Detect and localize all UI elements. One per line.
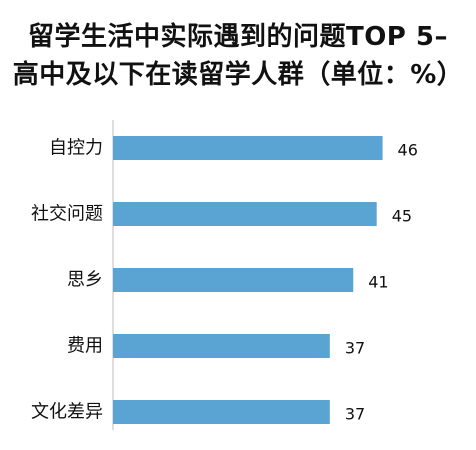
category-label-2: 社交问题 bbox=[31, 204, 103, 225]
chart-subtitle: 高中及以下在读留学人群（单位：%） bbox=[12, 60, 464, 90]
value-label-2: 45 bbox=[392, 207, 412, 226]
category-label-5: 文化差异 bbox=[31, 402, 103, 423]
bar-1 bbox=[113, 136, 383, 160]
category-label-1: 自控力 bbox=[49, 138, 103, 159]
category-label-3: 思乡 bbox=[67, 270, 103, 291]
value-label-4: 37 bbox=[345, 339, 365, 358]
category-label-4: 费用 bbox=[67, 336, 103, 357]
chart-title: 留学生活中实际遇到的问题TOP 5– bbox=[27, 22, 449, 52]
bar-2 bbox=[113, 202, 377, 226]
value-label-5: 37 bbox=[345, 405, 365, 424]
bar-4 bbox=[113, 334, 330, 358]
bar-5 bbox=[113, 400, 330, 424]
value-label-3: 41 bbox=[368, 273, 388, 292]
value-label-1: 46 bbox=[398, 141, 418, 160]
bar-3 bbox=[113, 268, 354, 292]
